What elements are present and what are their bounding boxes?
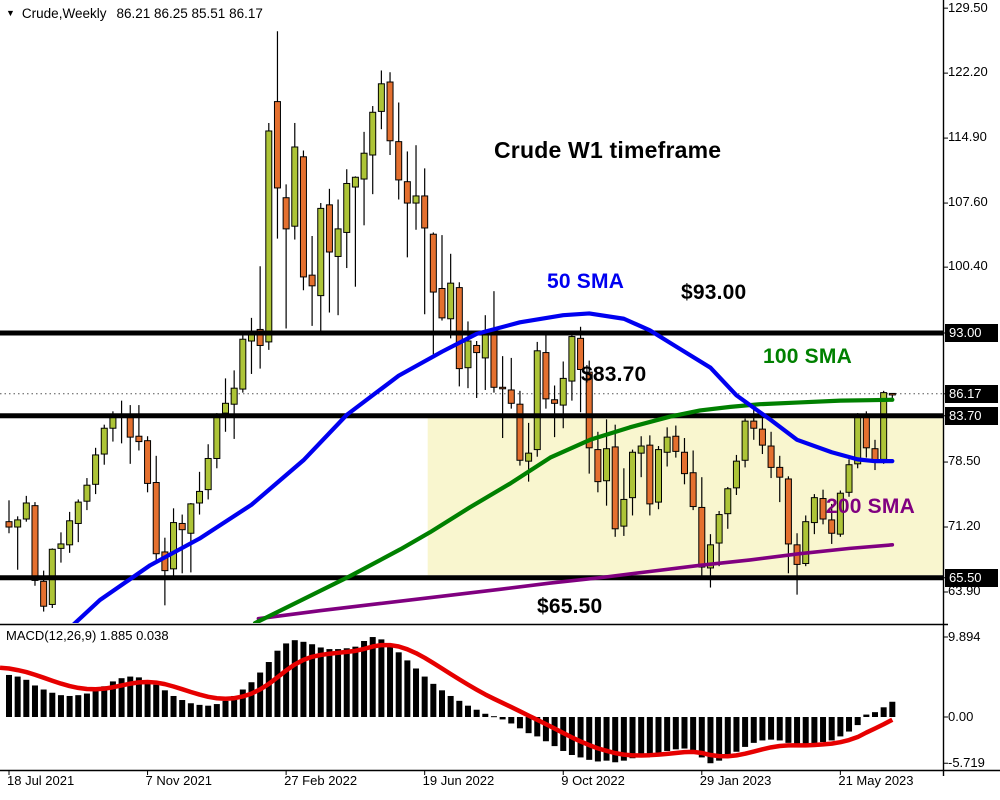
annotation-sma50-label: 50 SMA [547, 270, 625, 293]
macd-indicator-label: MACD(12,26,9) 1.885 0.038 [6, 628, 169, 643]
price-badge-83.70: 83.70 [945, 406, 998, 425]
macd-tick-0.00: 0.00 [948, 709, 974, 724]
date-tick-16: 7 Nov 2021 [145, 773, 213, 788]
level-line-65.5[interactable] [0, 575, 943, 581]
macd-tick--5.719: -5.719 [948, 755, 985, 771]
annotation-level-8370: $83.70 [581, 363, 647, 386]
macd-tick-9.894: 9.894 [948, 629, 981, 644]
price-tick-114.90: 114.90 [948, 129, 987, 145]
price-tick-129.50: 129.50 [948, 0, 988, 15]
date-tick-48: 19 Jun 2022 [422, 773, 495, 788]
price-tick-100.40: 100.40 [948, 258, 988, 274]
date-tick-96: 21 May 2023 [838, 773, 914, 788]
annotation-level-93: $93.00 [681, 281, 747, 304]
date-tick-64: 9 Oct 2022 [561, 773, 625, 788]
symbol-label: Crude,Weekly [21, 6, 107, 21]
price-tick-122.20: 122.20 [948, 64, 988, 80]
date-tick-0: 18 Jul 2021 [7, 773, 75, 788]
sma50-line[interactable] [72, 311, 895, 624]
level-line-93[interactable] [0, 330, 943, 336]
price-tick-107.60: 107.60 [948, 194, 988, 210]
level-line-83.7[interactable] [0, 413, 943, 419]
price-tick-78.50: 78.50 [948, 453, 981, 469]
annotation-headline: Crude W1 timeframe [494, 137, 722, 163]
price-tick-63.90: 63.90 [948, 582, 981, 598]
price-badge-65.50: 65.50 [945, 568, 998, 587]
sma100-line[interactable] [252, 397, 895, 623]
chart-title: ▼ Crude,Weekly 86.21 86.25 85.51 86.17 [6, 6, 263, 21]
candlesticks [5, 31, 896, 612]
ohlc-readout: 86.21 86.25 85.51 86.17 [116, 6, 263, 21]
date-tick-80: 29 Jan 2023 [699, 773, 772, 788]
price-tick-71.20: 71.20 [948, 518, 981, 534]
sma200-line[interactable] [256, 543, 895, 621]
symbol-dropdown-icon[interactable]: ▼ [6, 8, 15, 18]
macd-histogram [6, 637, 896, 764]
annotation-sma100-label: 100 SMA [763, 345, 852, 368]
macd-signal-line [0, 642, 894, 759]
annotation-level-6550: $65.50 [537, 595, 603, 618]
price-badge-86.17: 86.17 [945, 384, 998, 403]
annotation-sma200-label: 200 SMA [826, 495, 915, 518]
date-tick-32: 27 Feb 2022 [284, 773, 358, 788]
price-badge-93.00: 93.00 [945, 324, 998, 342]
